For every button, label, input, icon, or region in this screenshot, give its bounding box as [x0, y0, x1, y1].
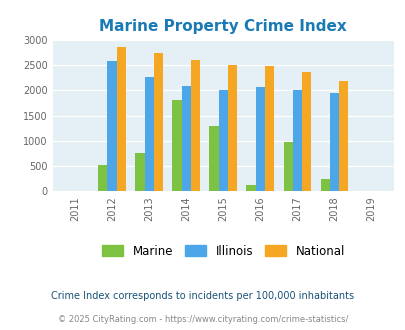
- Bar: [181, 86, 190, 191]
- Bar: [153, 53, 163, 191]
- Bar: [144, 77, 153, 191]
- Bar: [209, 126, 218, 191]
- Bar: [292, 90, 301, 191]
- Bar: [320, 179, 329, 191]
- Text: Crime Index corresponds to incidents per 100,000 inhabitants: Crime Index corresponds to incidents per…: [51, 291, 354, 301]
- Bar: [255, 87, 264, 191]
- Bar: [264, 66, 274, 191]
- Bar: [190, 60, 200, 191]
- Bar: [283, 142, 292, 191]
- Bar: [172, 100, 181, 191]
- Title: Marine Property Crime Index: Marine Property Crime Index: [99, 19, 346, 34]
- Bar: [227, 65, 237, 191]
- Bar: [246, 185, 255, 191]
- Bar: [107, 61, 117, 191]
- Text: © 2025 CityRating.com - https://www.cityrating.com/crime-statistics/: © 2025 CityRating.com - https://www.city…: [58, 315, 347, 324]
- Bar: [301, 72, 311, 191]
- Legend: Marine, Illinois, National: Marine, Illinois, National: [97, 240, 349, 262]
- Bar: [98, 165, 107, 191]
- Bar: [135, 153, 144, 191]
- Bar: [329, 93, 338, 191]
- Bar: [338, 81, 347, 191]
- Bar: [218, 90, 227, 191]
- Bar: [117, 47, 126, 191]
